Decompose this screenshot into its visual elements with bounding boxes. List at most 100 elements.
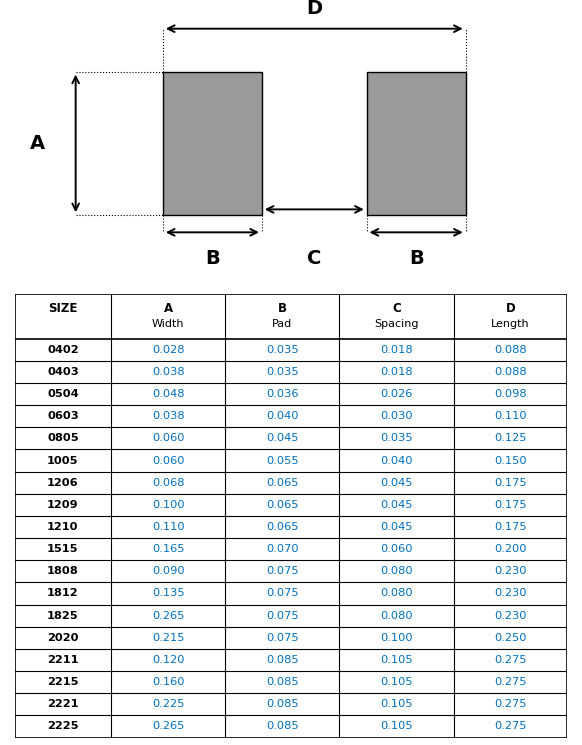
Text: 0.090: 0.090	[152, 566, 184, 577]
Text: 0.068: 0.068	[152, 478, 184, 488]
Text: 0.225: 0.225	[152, 700, 184, 709]
Text: 2211: 2211	[47, 655, 79, 665]
Text: 1209: 1209	[47, 500, 79, 510]
Text: 0.265: 0.265	[152, 721, 184, 732]
Text: 0.035: 0.035	[266, 345, 299, 355]
Text: 0504: 0504	[47, 389, 79, 399]
Text: 0.088: 0.088	[494, 345, 527, 355]
Text: 1005: 1005	[47, 455, 79, 466]
Text: B: B	[409, 249, 424, 267]
Text: 0.038: 0.038	[152, 367, 184, 377]
Text: 0.230: 0.230	[494, 611, 527, 621]
Text: 2221: 2221	[47, 700, 79, 709]
Text: 0.230: 0.230	[494, 589, 527, 598]
Text: 0.175: 0.175	[494, 522, 527, 532]
Text: 0.125: 0.125	[494, 434, 527, 443]
Text: 0.215: 0.215	[152, 633, 184, 643]
Text: 0.030: 0.030	[380, 411, 413, 421]
Text: 1515: 1515	[47, 544, 79, 554]
Bar	[163, 72, 262, 215]
Text: 0.038: 0.038	[152, 411, 184, 421]
Text: 0.075: 0.075	[266, 633, 299, 643]
Text: 0.105: 0.105	[380, 700, 413, 709]
Text: C: C	[392, 302, 400, 315]
Text: 0.275: 0.275	[494, 655, 527, 665]
Text: 0603: 0603	[47, 411, 79, 421]
Text: Spacing: Spacing	[374, 320, 418, 329]
Text: Length: Length	[491, 320, 530, 329]
Text: 0.200: 0.200	[494, 544, 527, 554]
Text: 0403: 0403	[47, 367, 79, 377]
Text: SIZE: SIZE	[48, 302, 77, 315]
Text: 0.045: 0.045	[266, 434, 299, 443]
Text: 0.075: 0.075	[266, 566, 299, 577]
Text: 0402: 0402	[47, 345, 79, 355]
Text: 0.230: 0.230	[494, 566, 527, 577]
Text: 0.175: 0.175	[494, 478, 527, 488]
Text: 0.105: 0.105	[380, 677, 413, 687]
Text: 0.045: 0.045	[380, 478, 413, 488]
Text: 0.110: 0.110	[494, 411, 527, 421]
Text: 0.060: 0.060	[380, 544, 413, 554]
Text: D: D	[306, 0, 322, 18]
Text: 0.036: 0.036	[266, 389, 299, 399]
Text: 0.100: 0.100	[152, 500, 184, 510]
Text: 0.085: 0.085	[266, 655, 299, 665]
Text: 1825: 1825	[47, 611, 79, 621]
Text: 0.060: 0.060	[152, 455, 184, 466]
Text: A: A	[30, 134, 45, 153]
Text: 0.105: 0.105	[380, 721, 413, 732]
Text: 1210: 1210	[47, 522, 79, 532]
Text: 0.040: 0.040	[380, 455, 413, 466]
Text: 0.075: 0.075	[266, 611, 299, 621]
Text: 0.026: 0.026	[380, 389, 413, 399]
Text: Width: Width	[152, 320, 184, 329]
Text: 0.275: 0.275	[494, 700, 527, 709]
Text: 0.265: 0.265	[152, 611, 184, 621]
Text: 0.045: 0.045	[380, 500, 413, 510]
Text: 0.150: 0.150	[494, 455, 527, 466]
Text: 0.028: 0.028	[152, 345, 184, 355]
Text: B: B	[205, 249, 220, 267]
Text: 0.065: 0.065	[266, 500, 299, 510]
Text: 0.045: 0.045	[380, 522, 413, 532]
Text: 0.075: 0.075	[266, 589, 299, 598]
Text: B: B	[278, 302, 287, 315]
Text: 0.080: 0.080	[380, 611, 413, 621]
Text: 0.100: 0.100	[380, 633, 413, 643]
Text: 0.035: 0.035	[380, 434, 413, 443]
Text: 0.018: 0.018	[380, 345, 413, 355]
Text: 0.165: 0.165	[152, 544, 184, 554]
Text: C: C	[307, 249, 321, 267]
Text: 0.088: 0.088	[494, 367, 527, 377]
Text: 0.085: 0.085	[266, 700, 299, 709]
Text: 0.080: 0.080	[380, 566, 413, 577]
Text: 0.275: 0.275	[494, 721, 527, 732]
Text: A: A	[164, 302, 173, 315]
Text: 0.105: 0.105	[380, 655, 413, 665]
Text: Pad: Pad	[272, 320, 292, 329]
Text: 0.250: 0.250	[494, 633, 527, 643]
Text: 0.018: 0.018	[380, 367, 413, 377]
Text: 0.070: 0.070	[266, 544, 299, 554]
Text: 0.098: 0.098	[494, 389, 527, 399]
Text: 0.110: 0.110	[152, 522, 184, 532]
Text: 0.060: 0.060	[152, 434, 184, 443]
Text: 1812: 1812	[47, 589, 79, 598]
Text: 0.080: 0.080	[380, 589, 413, 598]
Text: 0805: 0805	[47, 434, 79, 443]
Text: 2225: 2225	[47, 721, 79, 732]
Text: 1808: 1808	[47, 566, 79, 577]
Bar	[367, 72, 466, 215]
Text: 0.175: 0.175	[494, 500, 527, 510]
Text: 0.160: 0.160	[152, 677, 184, 687]
Text: 0.048: 0.048	[152, 389, 184, 399]
Text: 0.275: 0.275	[494, 677, 527, 687]
Text: 0.065: 0.065	[266, 478, 299, 488]
Text: D: D	[506, 302, 516, 315]
Text: 0.120: 0.120	[152, 655, 184, 665]
Text: 1206: 1206	[47, 478, 79, 488]
Text: 2215: 2215	[47, 677, 79, 687]
Text: 0.085: 0.085	[266, 721, 299, 732]
Text: 2020: 2020	[47, 633, 79, 643]
